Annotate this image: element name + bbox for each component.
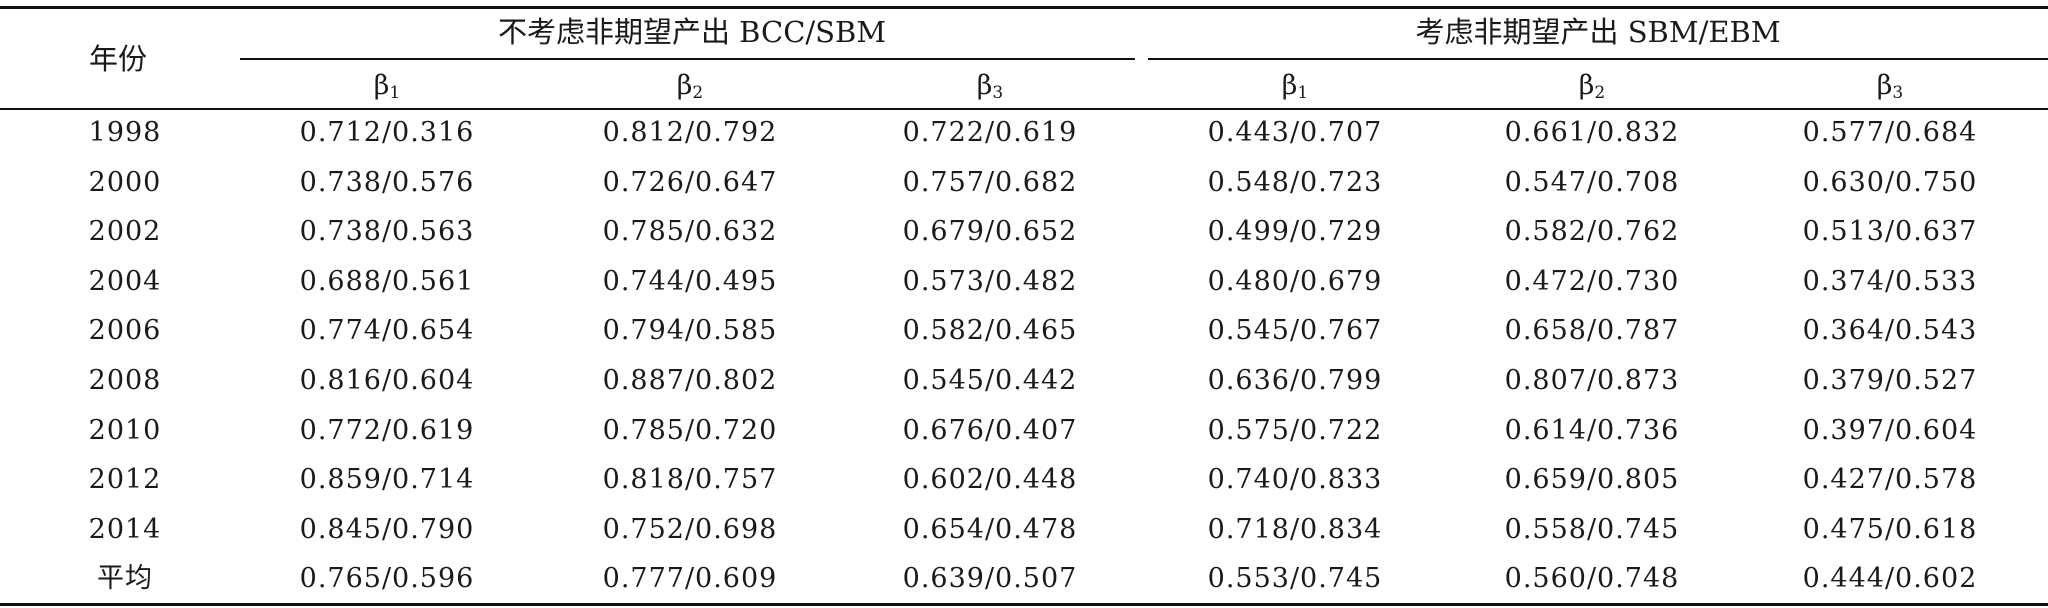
efficiency-value-cell: 0.722/0.619 — [902, 117, 1078, 148]
efficiency-value-cell: 0.499/0.729 — [1207, 216, 1383, 248]
efficiency-value-cell: 0.553/0.745 — [1207, 563, 1383, 595]
efficiency-value-cell: 0.639/0.507 — [902, 563, 1078, 595]
beta-symbol: β — [1876, 70, 1893, 101]
efficiency-value-cell: 0.777/0.609 — [602, 563, 778, 595]
efficiency-value-cell: 0.379/0.527 — [1802, 365, 1978, 396]
group-rule-right — [1148, 58, 2048, 60]
top-rule — [0, 6, 2048, 9]
efficiency-value-cell: 0.545/0.442 — [902, 365, 1078, 396]
year-cell: 平均 — [97, 563, 153, 595]
group-rule-left — [240, 58, 1135, 60]
year-cell: 2004 — [88, 265, 162, 297]
efficiency-value-cell: 0.688/0.561 — [299, 265, 475, 297]
beta-symbol: β — [373, 70, 390, 101]
header-bottom-rule — [0, 108, 2048, 110]
efficiency-value-cell: 0.560/0.748 — [1504, 563, 1680, 595]
efficiency-value-cell: 0.630/0.750 — [1802, 166, 1978, 198]
efficiency-value-cell: 0.859/0.714 — [299, 464, 475, 496]
year-cell: 2014 — [88, 513, 162, 545]
efficiency-value-cell: 0.794/0.585 — [602, 315, 778, 347]
efficiency-value-cell: 0.679/0.652 — [902, 216, 1078, 248]
beta-subscript: 1 — [389, 83, 401, 103]
beta-subheader: β2 — [677, 72, 703, 102]
efficiency-value-cell: 0.602/0.448 — [902, 464, 1078, 496]
efficiency-value-cell: 0.807/0.873 — [1504, 365, 1680, 396]
efficiency-value-cell: 0.752/0.698 — [602, 513, 778, 545]
efficiency-value-cell: 0.757/0.682 — [902, 166, 1078, 198]
efficiency-value-cell: 0.712/0.316 — [299, 117, 475, 148]
year-cell: 2010 — [88, 414, 162, 446]
efficiency-value-cell: 0.475/0.618 — [1802, 513, 1978, 545]
beta-subheader: β1 — [1282, 72, 1308, 102]
efficiency-value-cell: 0.676/0.407 — [902, 414, 1078, 446]
beta-subheader: β3 — [977, 72, 1003, 102]
efficiency-value-cell: 0.661/0.832 — [1504, 117, 1680, 148]
efficiency-value-cell: 0.472/0.730 — [1504, 265, 1680, 297]
beta-subheader: β3 — [1877, 72, 1903, 102]
beta-symbol: β — [1281, 70, 1298, 101]
efficiency-value-cell: 0.444/0.602 — [1802, 563, 1978, 595]
efficiency-value-cell: 0.513/0.637 — [1802, 216, 1978, 248]
beta-subscript: 2 — [692, 83, 704, 103]
efficiency-value-cell: 0.812/0.792 — [602, 117, 778, 148]
efficiency-value-cell: 0.738/0.563 — [299, 216, 475, 248]
year-cell: 2012 — [88, 464, 162, 496]
beta-subheader: β2 — [1579, 72, 1605, 102]
year-cell: 2006 — [88, 315, 162, 347]
efficiency-value-cell: 0.818/0.757 — [602, 464, 778, 496]
year-cell: 2000 — [88, 166, 162, 198]
efficiency-value-cell: 0.816/0.604 — [299, 365, 475, 396]
efficiency-value-cell: 0.785/0.720 — [602, 414, 778, 446]
efficiency-value-cell: 0.765/0.596 — [299, 563, 475, 595]
efficiency-value-cell: 0.785/0.632 — [602, 216, 778, 248]
efficiency-value-cell: 0.658/0.787 — [1504, 315, 1680, 347]
efficiency-value-cell: 0.374/0.533 — [1802, 265, 1978, 297]
efficiency-value-cell: 0.545/0.767 — [1207, 315, 1383, 347]
beta-symbol: β — [676, 70, 693, 101]
efficiency-value-cell: 0.774/0.654 — [299, 315, 475, 347]
efficiency-value-cell: 0.573/0.482 — [902, 265, 1078, 297]
beta-symbol: β — [1578, 70, 1595, 101]
beta-subheader: β1 — [374, 72, 400, 102]
efficiency-value-cell: 0.443/0.707 — [1207, 117, 1383, 148]
group-header-without-undesirable: 不考虑非期望产出 BCC/SBM — [497, 15, 887, 49]
year-header: 年份 — [88, 42, 148, 76]
efficiency-value-cell: 0.547/0.708 — [1504, 166, 1680, 198]
year-cell: 2008 — [88, 365, 162, 396]
efficiency-value-cell: 0.636/0.799 — [1207, 365, 1383, 396]
efficiency-value-cell: 0.397/0.604 — [1802, 414, 1978, 446]
efficiency-value-cell: 0.558/0.745 — [1504, 513, 1680, 545]
efficiency-value-cell: 0.577/0.684 — [1802, 117, 1978, 148]
efficiency-value-cell: 0.614/0.736 — [1504, 414, 1680, 446]
efficiency-value-cell: 0.364/0.543 — [1802, 315, 1978, 347]
efficiency-value-cell: 0.726/0.647 — [602, 166, 778, 198]
efficiency-value-cell: 0.582/0.465 — [902, 315, 1078, 347]
beta-subscript: 2 — [1594, 83, 1606, 103]
efficiency-value-cell: 0.654/0.478 — [902, 513, 1078, 545]
year-cell: 2002 — [88, 216, 162, 248]
beta-subscript: 3 — [1892, 83, 1904, 103]
bottom-rule — [0, 603, 2048, 606]
efficiency-value-cell: 0.427/0.578 — [1802, 464, 1978, 496]
efficiency-value-cell: 0.548/0.723 — [1207, 166, 1383, 198]
efficiency-value-cell: 0.582/0.762 — [1504, 216, 1680, 248]
group-header-with-undesirable: 考虑非期望产出 SBM/EBM — [1415, 15, 1781, 49]
beta-subscript: 3 — [992, 83, 1004, 103]
year-cell: 1998 — [88, 117, 162, 148]
efficiency-value-cell: 0.740/0.833 — [1207, 464, 1383, 496]
efficiency-value-cell: 0.480/0.679 — [1207, 265, 1383, 297]
efficiency-value-cell: 0.718/0.834 — [1207, 513, 1383, 545]
efficiency-value-cell: 0.744/0.495 — [602, 265, 778, 297]
efficiency-value-cell: 0.887/0.802 — [602, 365, 778, 396]
efficiency-value-cell: 0.659/0.805 — [1504, 464, 1680, 496]
beta-subscript: 1 — [1297, 83, 1309, 103]
efficiency-value-cell: 0.738/0.576 — [299, 166, 475, 198]
beta-symbol: β — [976, 70, 993, 101]
efficiency-value-cell: 0.845/0.790 — [299, 513, 475, 545]
efficiency-value-cell: 0.575/0.722 — [1207, 414, 1383, 446]
efficiency-value-cell: 0.772/0.619 — [299, 414, 475, 446]
